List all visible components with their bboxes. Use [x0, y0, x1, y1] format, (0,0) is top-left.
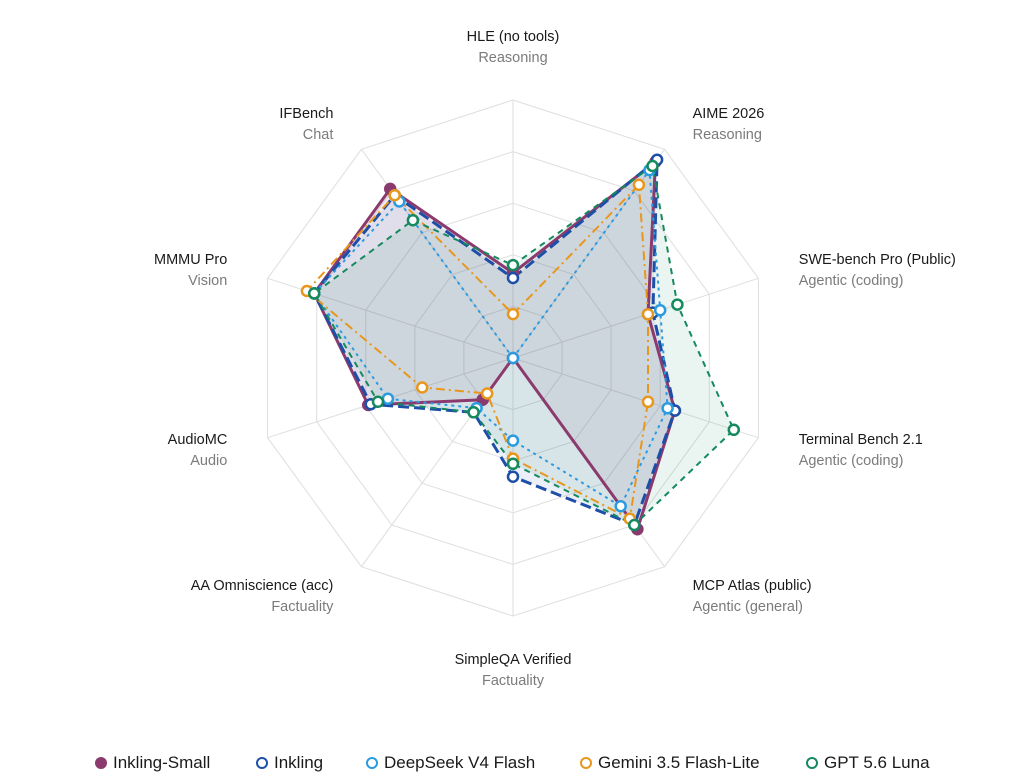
grid-spoke — [512, 277, 759, 359]
legend-marker-icon — [806, 757, 818, 769]
legend-label: Inkling-Small — [113, 753, 211, 772]
axis-label-7: AudioMC — [168, 432, 228, 448]
axis-label-5: SimpleQA Verified — [455, 652, 572, 668]
series-2-point-5 — [506, 434, 520, 447]
legend-item-2: DeepSeek V4 Flash — [366, 752, 535, 774]
legend-marker-icon — [580, 757, 592, 769]
series-4-point-6 — [467, 406, 480, 419]
legend-label: DeepSeek V4 Flash — [384, 753, 536, 772]
series-fills — [314, 159, 734, 530]
legend-label: GPT 5.6 Luna — [824, 753, 930, 772]
grid-spoke — [512, 357, 759, 439]
legend-item-4: GPT 5.6 Luna — [806, 752, 930, 774]
series-4-point-0 — [506, 258, 520, 272]
series-line-4 — [313, 165, 735, 526]
legend: Inkling-Small Inkling DeepSeek V4 Flash Gem… — [0, 748, 1028, 778]
series-2-point-7 — [381, 392, 395, 405]
series-area-0 — [314, 161, 675, 530]
series-3-point-2 — [641, 307, 655, 321]
series-3-point-0 — [506, 307, 520, 321]
series-3-point-1 — [632, 178, 646, 192]
axis-labels: HLE (no tools) Reasoning AIME 2026 Reasonin… — [154, 29, 956, 689]
axis-label-0: HLE (no tools) — [467, 29, 560, 45]
series-4-point-7 — [371, 395, 385, 409]
series-4-point-8 — [307, 287, 321, 300]
axis-label-4: MCP Atlas (public) — [693, 578, 812, 594]
legend-marker-icon — [95, 757, 107, 769]
series-area-1 — [314, 159, 675, 525]
axis-category-3: Agentic (coding) — [799, 453, 904, 469]
series-3-point-7 — [415, 381, 429, 394]
legend-label: Inkling — [274, 753, 324, 772]
series-3-point-3 — [641, 395, 655, 409]
series-2-point-3 — [661, 401, 674, 415]
series-4-point-5 — [506, 457, 520, 471]
series-2-point-2 — [653, 303, 667, 317]
series-1-point-0 — [506, 271, 520, 285]
axis-category-8: Vision — [188, 273, 227, 289]
series-3-point-6 — [480, 387, 494, 400]
series-4-point-4 — [628, 518, 641, 532]
axis-label-3: Terminal Bench 2.1 — [799, 432, 923, 448]
legend-marker-icon — [366, 757, 378, 769]
axis-category-0: Reasoning — [478, 50, 547, 66]
axis-category-6: Factuality — [271, 599, 334, 615]
legend-item-0: Inkling-Small — [95, 752, 210, 774]
axis-label-1: AIME 2026 — [693, 106, 765, 122]
series-area-4 — [314, 166, 734, 525]
legend-item-3: Gemini 3.5 Flash-Lite — [580, 752, 760, 774]
legend-marker-icon — [256, 757, 268, 769]
series-4-point-1 — [646, 159, 659, 173]
series-4-point-3 — [727, 423, 741, 437]
axis-category-4: Agentic (general) — [693, 599, 803, 615]
axis-label-8: MMMU Pro — [154, 252, 227, 268]
legend-item-1: Inkling — [256, 752, 323, 774]
series-markers — [300, 153, 741, 536]
axis-label-9: IFBench — [279, 106, 333, 122]
axis-label-6: AA Omniscience (acc) — [191, 578, 334, 594]
axis-category-1: Reasoning — [693, 127, 762, 143]
axis-category-7: Audio — [190, 453, 227, 469]
series-1-point-5 — [506, 470, 520, 483]
axis-category-5: Factuality — [482, 673, 545, 689]
radar-chart: HLE (no tools) Reasoning AIME 2026 Reasonin… — [154, 29, 956, 689]
series-4-point-9 — [406, 213, 420, 227]
legend-label: Gemini 3.5 Flash-Lite — [598, 753, 760, 772]
series-3-point-9 — [388, 188, 401, 202]
axis-category-2: Agentic (coding) — [799, 273, 904, 289]
series-2-point-4 — [614, 499, 627, 513]
series-2-point-0 — [506, 351, 520, 365]
axis-label-2: SWE-bench Pro (Public) — [799, 252, 956, 268]
series-4-point-2 — [671, 298, 684, 311]
axis-category-9: Chat — [303, 127, 334, 143]
